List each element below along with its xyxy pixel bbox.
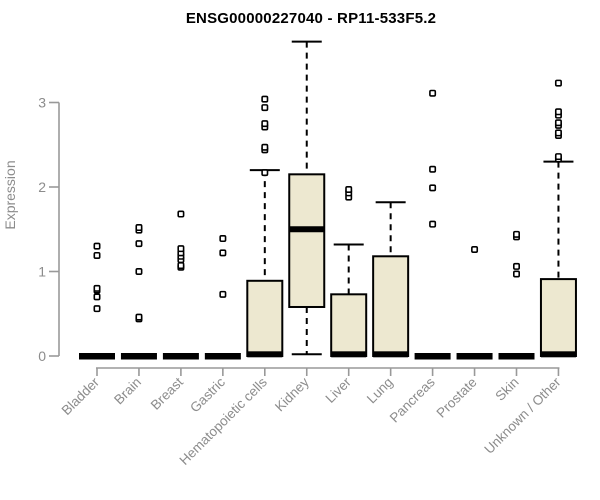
collapsed-box-8 — [414, 353, 451, 360]
x-category-label: Gastric — [187, 374, 228, 415]
x-category-label: Breast — [148, 374, 186, 412]
outlier-point — [261, 120, 269, 128]
collapsed-box-3 — [204, 353, 241, 360]
collapsed-box-10 — [498, 353, 535, 360]
median-line-4 — [247, 351, 283, 358]
box-4 — [246, 279, 284, 358]
outlier-point — [93, 293, 101, 301]
outlier-point — [512, 262, 520, 270]
outlier-point — [512, 230, 520, 238]
outlier-point — [93, 242, 101, 250]
outlier-point — [177, 210, 185, 218]
outlier-point — [177, 245, 185, 253]
median-line-7 — [373, 351, 409, 358]
x-category-label: Kidney — [272, 374, 312, 414]
collapsed-box-2 — [162, 353, 199, 360]
outlier-point — [135, 313, 143, 321]
x-category-label: Bladder — [59, 374, 103, 418]
outlier-point — [135, 267, 143, 275]
outlier-point — [93, 305, 101, 313]
outlier-point — [93, 251, 101, 259]
outlier-point — [261, 169, 269, 177]
outlier-point — [93, 284, 101, 292]
box-6 — [330, 293, 368, 358]
median-line-6 — [331, 351, 367, 358]
outlier-point — [261, 95, 269, 103]
outlier-point — [135, 224, 143, 232]
outlier-point — [135, 240, 143, 248]
outlier-point — [471, 246, 479, 254]
outlier-point — [345, 186, 353, 194]
outlier-point — [554, 79, 562, 87]
outlier-point — [219, 249, 227, 257]
x-category-label: Unknown / Other — [481, 374, 564, 457]
outlier-point — [554, 153, 562, 161]
box-7 — [372, 255, 410, 358]
y-tick-label: 0 — [38, 348, 46, 364]
box-11 — [539, 278, 577, 358]
outlier-point — [554, 119, 562, 127]
x-category-label: Pancreas — [387, 374, 438, 425]
x-category-label: Skin — [492, 375, 521, 404]
outlier-point — [261, 104, 269, 112]
outlier-point — [219, 235, 227, 243]
outlier-point — [261, 143, 269, 151]
median-line-11 — [540, 351, 576, 358]
outlier-point — [512, 270, 520, 278]
outlier-point — [177, 262, 185, 270]
chart-title: ENSG00000227040 - RP11-533F5.2 — [185, 10, 437, 27]
collapsed-box-1 — [120, 353, 157, 360]
x-category-label: Prostate — [434, 375, 480, 421]
y-tick-label: 1 — [38, 264, 46, 280]
x-category-label: Brain — [111, 375, 144, 408]
collapsed-box-9 — [456, 353, 493, 360]
outlier-point — [429, 165, 437, 173]
outlier-point — [219, 290, 227, 298]
outlier-point — [429, 89, 437, 97]
x-category-label: Lung — [364, 375, 396, 407]
outlier-point — [429, 184, 437, 192]
outlier-point — [429, 220, 437, 228]
y-tick-label: 2 — [38, 179, 46, 195]
x-category-label: Liver — [323, 374, 355, 406]
collapsed-box-0 — [79, 353, 115, 360]
y-tick-label: 3 — [38, 95, 46, 111]
outlier-point — [554, 108, 562, 116]
box-5 — [288, 173, 326, 308]
median-line-5 — [289, 226, 325, 233]
outlier-point — [554, 129, 562, 137]
